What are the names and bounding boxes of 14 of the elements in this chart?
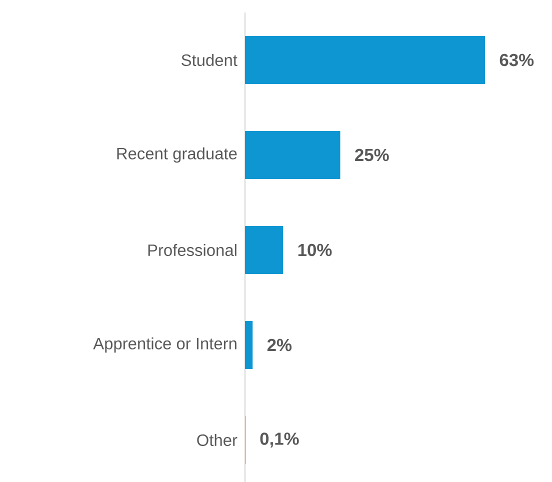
data-label: 25% xyxy=(355,148,389,162)
y-tick-label: Professional xyxy=(148,244,236,256)
bar xyxy=(245,321,253,370)
y-tick-label: Other xyxy=(197,434,238,446)
bar xyxy=(245,131,340,180)
y-tick-label: Recent graduate xyxy=(117,147,237,163)
y-tick-label: Student xyxy=(182,54,238,66)
bar xyxy=(245,226,284,274)
y-tick-label: Apprentice or Intern xyxy=(93,337,236,353)
data-label: 0,1% xyxy=(260,432,299,448)
data-label: 2% xyxy=(267,338,292,352)
data-label: 63% xyxy=(500,54,534,66)
bar xyxy=(245,36,486,84)
data-label: 10% xyxy=(298,244,332,256)
